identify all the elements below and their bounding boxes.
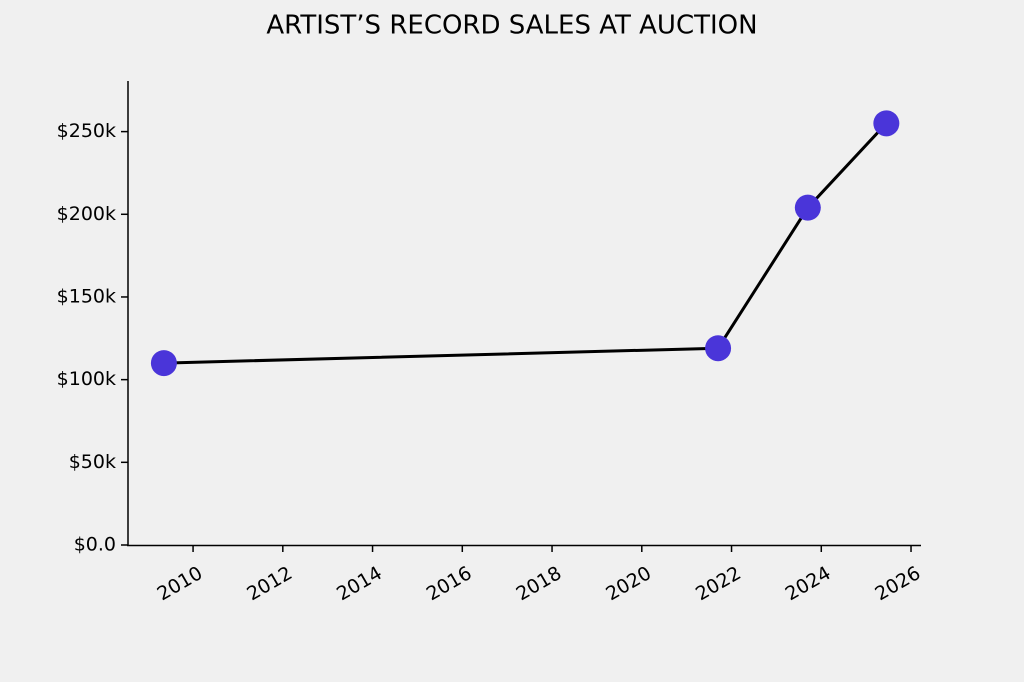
point <box>705 335 732 362</box>
y-tick-label: $0.0 <box>74 534 116 556</box>
point <box>150 350 177 377</box>
point <box>873 110 900 137</box>
chart-title: ARTIST’S RECORD SALES AT AUCTION <box>266 11 757 41</box>
y-tick-label: $150k <box>57 285 116 307</box>
y-tick-label: $50k <box>69 451 116 473</box>
y-tick-label: $100k <box>57 368 116 390</box>
line <box>163 122 888 365</box>
y-tick-label: $200k <box>57 203 116 225</box>
point <box>794 194 821 221</box>
y-tick-label: $250k <box>57 120 116 142</box>
